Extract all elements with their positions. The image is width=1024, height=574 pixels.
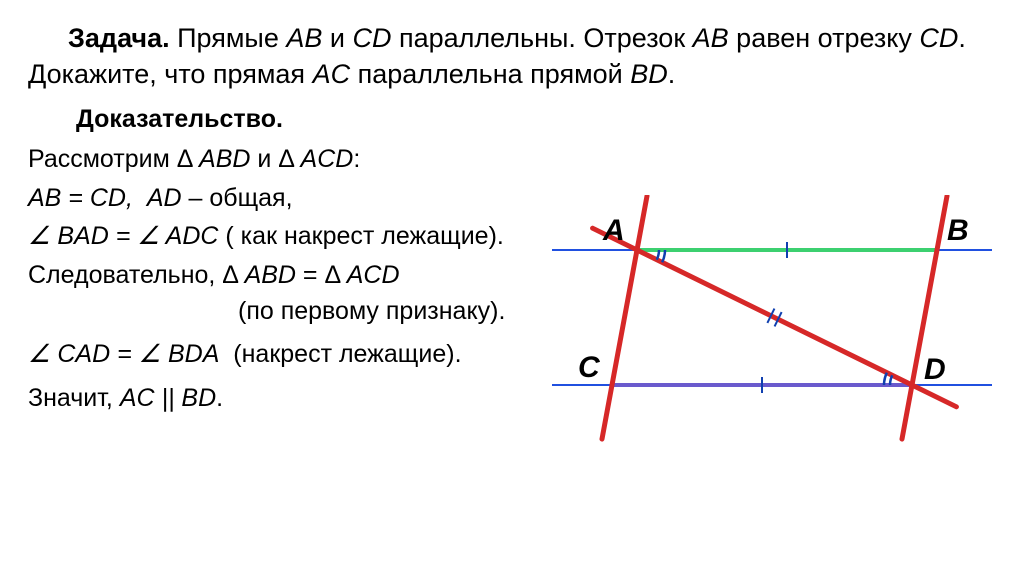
proof-title: Доказательство. — [76, 105, 996, 134]
proof-body: Рассмотрим Δ ABD и Δ ACD: AB = CD, AD – … — [28, 140, 548, 418]
proof-line-7: Значит, AC || BD. — [28, 379, 548, 418]
proof-line-5: (по первому признаку). — [238, 295, 548, 329]
svg-text:A: A — [602, 214, 625, 247]
svg-text:C: C — [578, 351, 601, 384]
problem-label: Задача. — [68, 23, 170, 53]
proof-line-3: ∠ BAD = ∠ ADC ( как накрест лежащие). — [28, 217, 548, 256]
svg-text:D: D — [924, 353, 946, 386]
proof-line-4: Следовательно, Δ ABD = Δ ACD — [28, 256, 548, 295]
proof-line-6: ∠ CAD = ∠ BDA (накрест лежащие). — [28, 335, 548, 374]
problem-statement: Задача. Прямые AB и CD параллельны. Отре… — [28, 20, 996, 93]
page-root: Задача. Прямые AB и CD параллельны. Отре… — [0, 0, 1024, 574]
svg-text:B: B — [947, 214, 969, 247]
geometry-diagram: A B C D — [542, 195, 1002, 445]
proof-line-2: AB = CD, AD – общая, — [28, 179, 548, 218]
diagram-svg: A B C D — [542, 195, 1002, 445]
proof-line-1: Рассмотрим Δ ABD и Δ ACD: — [28, 140, 548, 179]
